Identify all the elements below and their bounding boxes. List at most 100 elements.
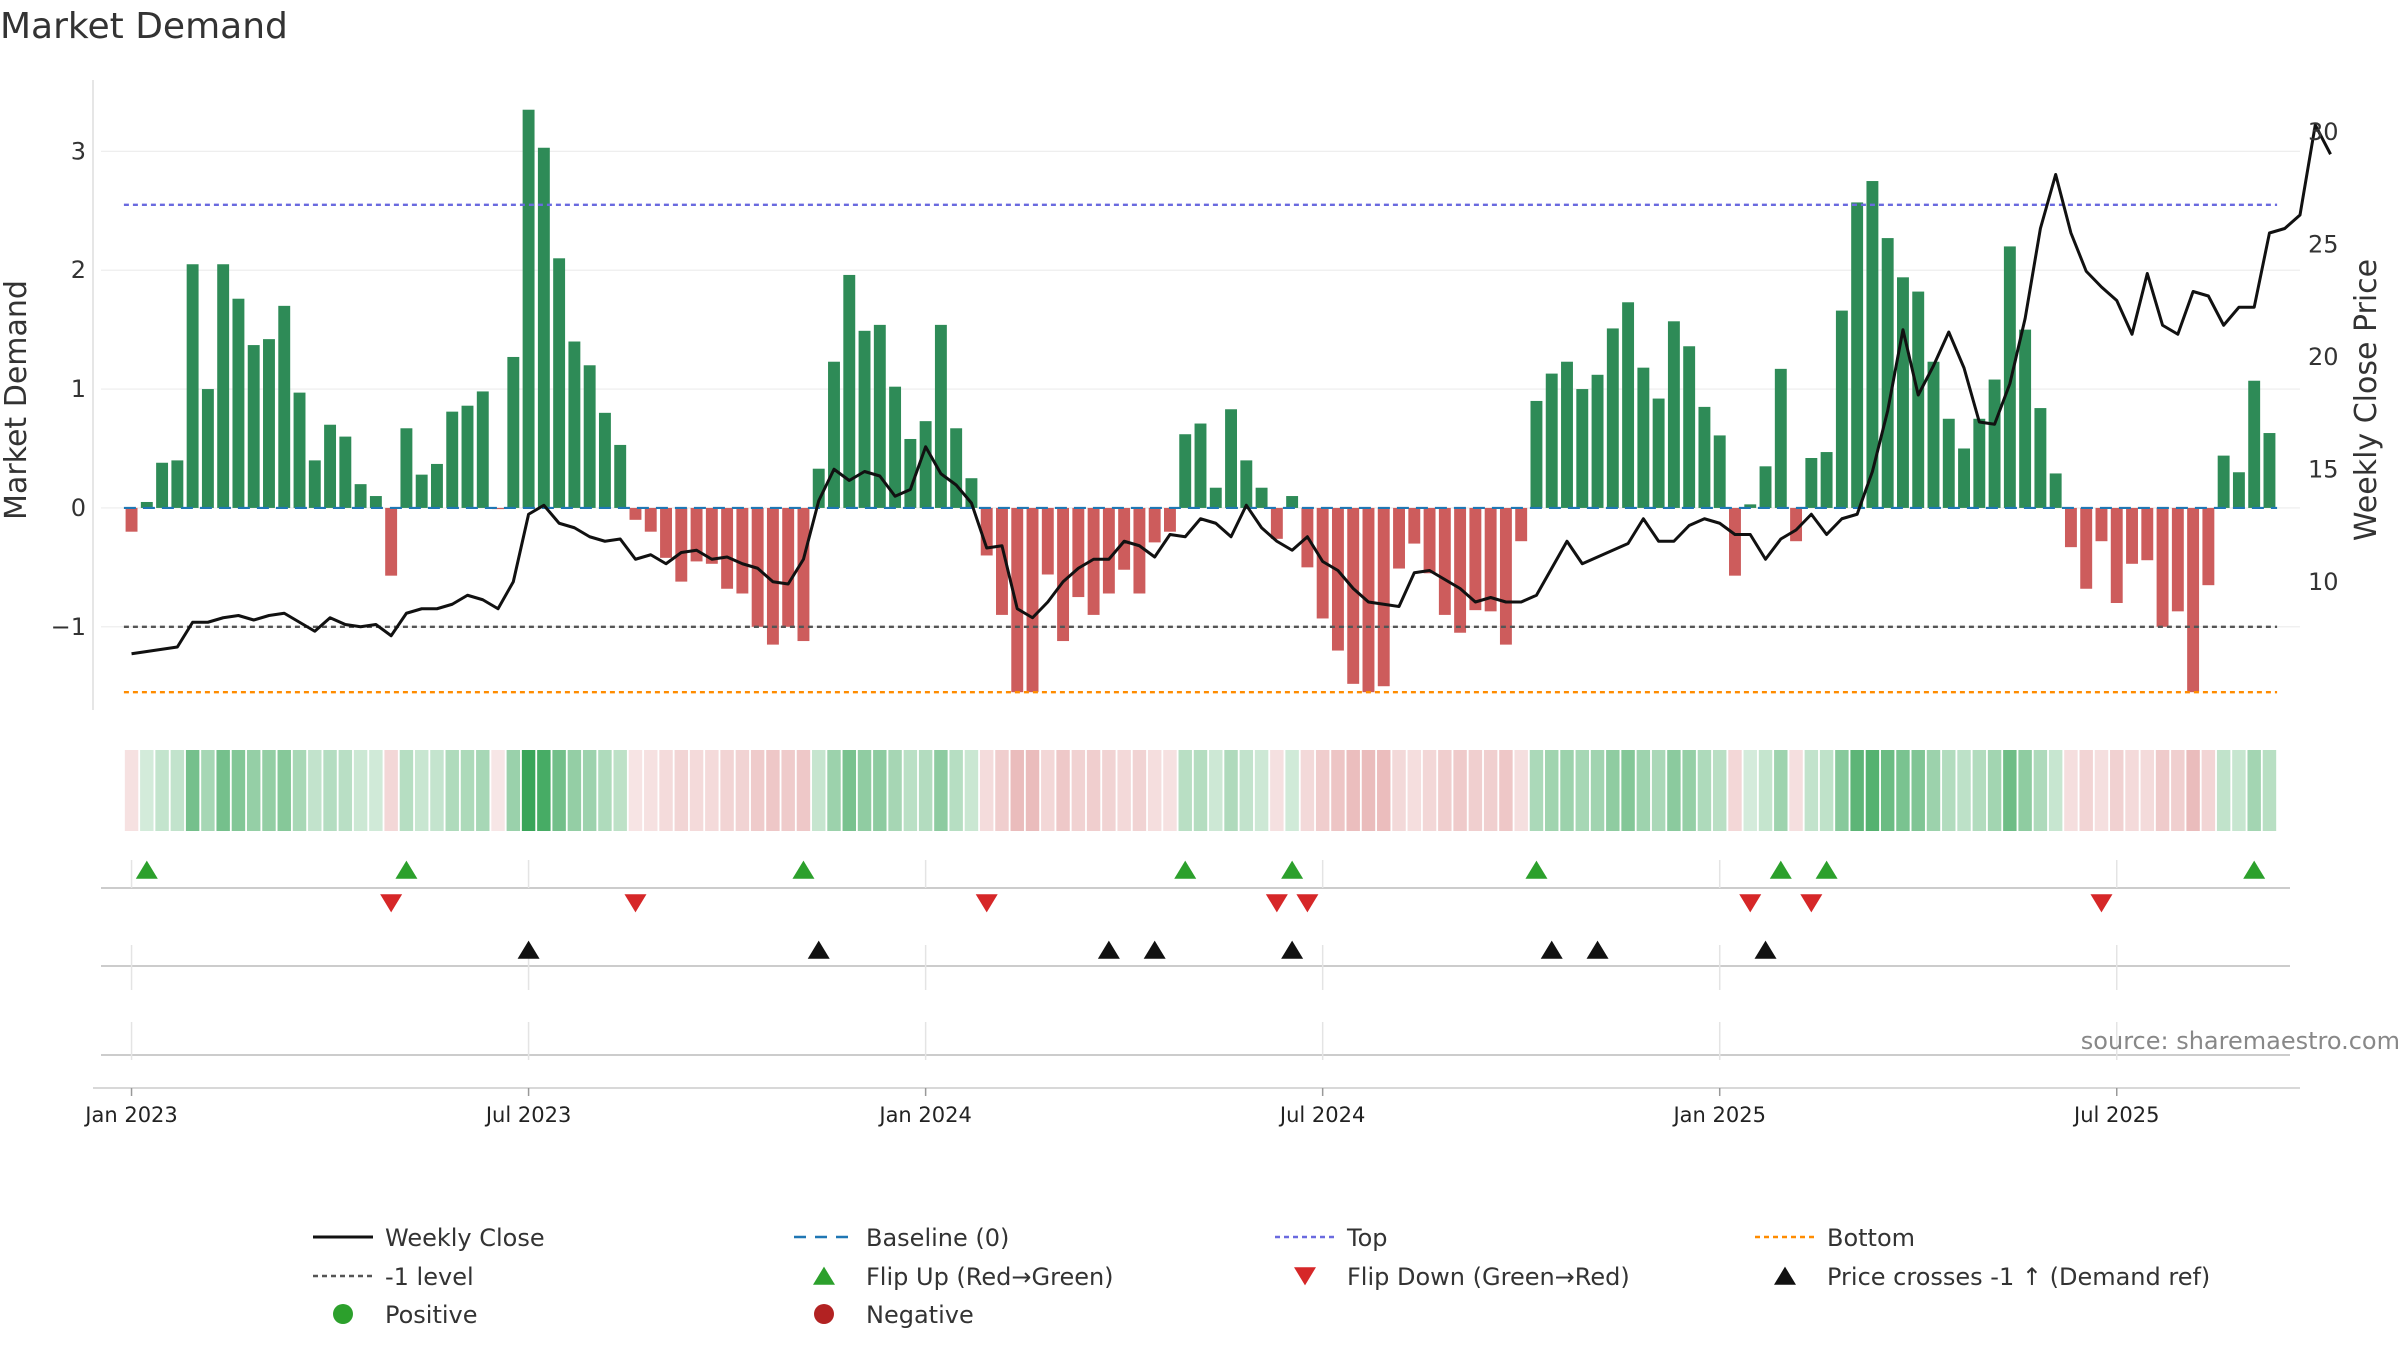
x-axis-ticks: Jan 2023 Jul 2023 Jan 2024 Jul 2024 Jan 2025… xyxy=(83,1088,2159,1127)
flip-up-marker xyxy=(2243,860,2266,879)
demand-bar xyxy=(339,436,352,508)
flip-down-marker xyxy=(380,894,403,913)
demand-bar xyxy=(324,424,337,508)
heat-cell xyxy=(1377,750,1391,831)
y2-tick-label: 20 xyxy=(2308,343,2339,371)
heat-cell xyxy=(1972,750,1987,831)
heat-cell xyxy=(1407,750,1422,831)
demand-bar xyxy=(1454,507,1467,633)
demand-bar xyxy=(1530,400,1543,508)
demand-bar xyxy=(1591,374,1604,508)
heat-cell xyxy=(781,750,795,831)
price-line-group xyxy=(131,123,2332,656)
heat-cell xyxy=(1285,750,1299,831)
flip-down-marker xyxy=(2090,894,2113,913)
price-cross-marker xyxy=(1097,940,1120,959)
price-cross-marker xyxy=(807,940,830,959)
demand-bar xyxy=(278,305,291,508)
heat-cell xyxy=(1224,750,1238,831)
demand-bar xyxy=(1194,423,1207,508)
legend-item: Price crosses -1 ↑ (Demand ref) xyxy=(1774,1263,2210,1291)
flip-down-marker xyxy=(1739,894,1762,913)
y-tick-label: 2 xyxy=(71,256,86,284)
demand-bar xyxy=(1973,418,1986,508)
heat-cell xyxy=(1071,750,1086,831)
heat-cell xyxy=(1499,750,1513,831)
legend-label: Flip Down (Green→Red) xyxy=(1347,1263,1630,1291)
demand-bar xyxy=(782,507,795,627)
demand-bar xyxy=(2095,507,2108,542)
heat-cell xyxy=(644,750,658,831)
heat-cell xyxy=(1453,750,1467,831)
demand-bar xyxy=(797,507,810,642)
heat-cell xyxy=(613,750,627,831)
heat-cell xyxy=(2186,750,2200,831)
heat-cell xyxy=(1743,750,1757,831)
demand-bar xyxy=(1515,507,1528,542)
demand-bar xyxy=(934,324,947,508)
demand-bar xyxy=(522,109,535,508)
demand-bar xyxy=(1988,379,2001,508)
heat-cell xyxy=(1422,750,1437,831)
demand-bar xyxy=(996,507,1008,615)
heat-cell xyxy=(1086,750,1101,831)
legend-swatch xyxy=(813,1266,835,1285)
y-axis-ticks: 3 2 1 0 −1 xyxy=(51,137,86,640)
heat-cell xyxy=(812,750,826,831)
demand-bar xyxy=(1499,507,1512,645)
heat-cell xyxy=(2155,750,2170,831)
heat-cell xyxy=(2064,750,2078,831)
heat-cell xyxy=(506,750,521,831)
legend-item: Positive xyxy=(333,1301,478,1329)
legend-item: Negative xyxy=(814,1301,974,1329)
heat-cell xyxy=(2079,750,2093,831)
heat-cell xyxy=(1468,750,1483,831)
heat-cell xyxy=(842,750,856,831)
heat-cell xyxy=(735,750,750,831)
heat-cell xyxy=(689,750,704,831)
demand-bar xyxy=(644,507,657,532)
heat-cell xyxy=(476,750,490,831)
heat-cell xyxy=(1804,750,1819,831)
price-cross-marker xyxy=(1540,940,1563,959)
heat-cell xyxy=(384,750,398,831)
heat-cell xyxy=(857,750,872,831)
demand-bar xyxy=(171,460,184,508)
heat-cell xyxy=(766,750,780,831)
legend-label: Price crosses -1 ↑ (Demand ref) xyxy=(1827,1263,2210,1291)
heat-cell xyxy=(399,750,414,831)
heat-cell xyxy=(491,750,505,831)
heat-cell xyxy=(1896,750,1910,831)
demand-bar xyxy=(446,411,459,508)
heat-cell xyxy=(888,750,902,831)
flip-down-marker xyxy=(1265,894,1288,913)
demand-bar xyxy=(186,264,199,508)
legend-swatch xyxy=(1774,1266,1796,1285)
heat-cell xyxy=(1621,750,1635,831)
demand-bar xyxy=(263,339,275,508)
demand-bar xyxy=(950,428,963,508)
demand-bar xyxy=(1270,507,1283,539)
demand-bar xyxy=(1331,507,1344,651)
demand-bar xyxy=(354,484,367,508)
demand-bar xyxy=(1637,367,1650,508)
demand-bar xyxy=(1652,398,1665,508)
legend-swatch xyxy=(333,1304,353,1324)
demand-bar xyxy=(385,507,398,576)
demand-bar xyxy=(247,345,260,508)
heat-cell xyxy=(1438,750,1452,831)
demand-bar xyxy=(2064,507,2077,548)
demand-bar xyxy=(1072,507,1085,598)
heat-cell xyxy=(2216,750,2231,831)
price-cross-marker xyxy=(1143,940,1166,959)
y-tick-label: 1 xyxy=(71,375,86,403)
legend-label: Flip Up (Red→Green) xyxy=(866,1263,1114,1291)
demand-bar xyxy=(1942,418,1955,508)
heat-cell xyxy=(2201,750,2216,831)
x-tick-label: Jan 2025 xyxy=(1671,1103,1766,1127)
heat-cell xyxy=(1361,750,1376,831)
heat-cell xyxy=(2003,750,2017,831)
heat-cell xyxy=(430,750,444,831)
demand-bar xyxy=(476,391,489,508)
